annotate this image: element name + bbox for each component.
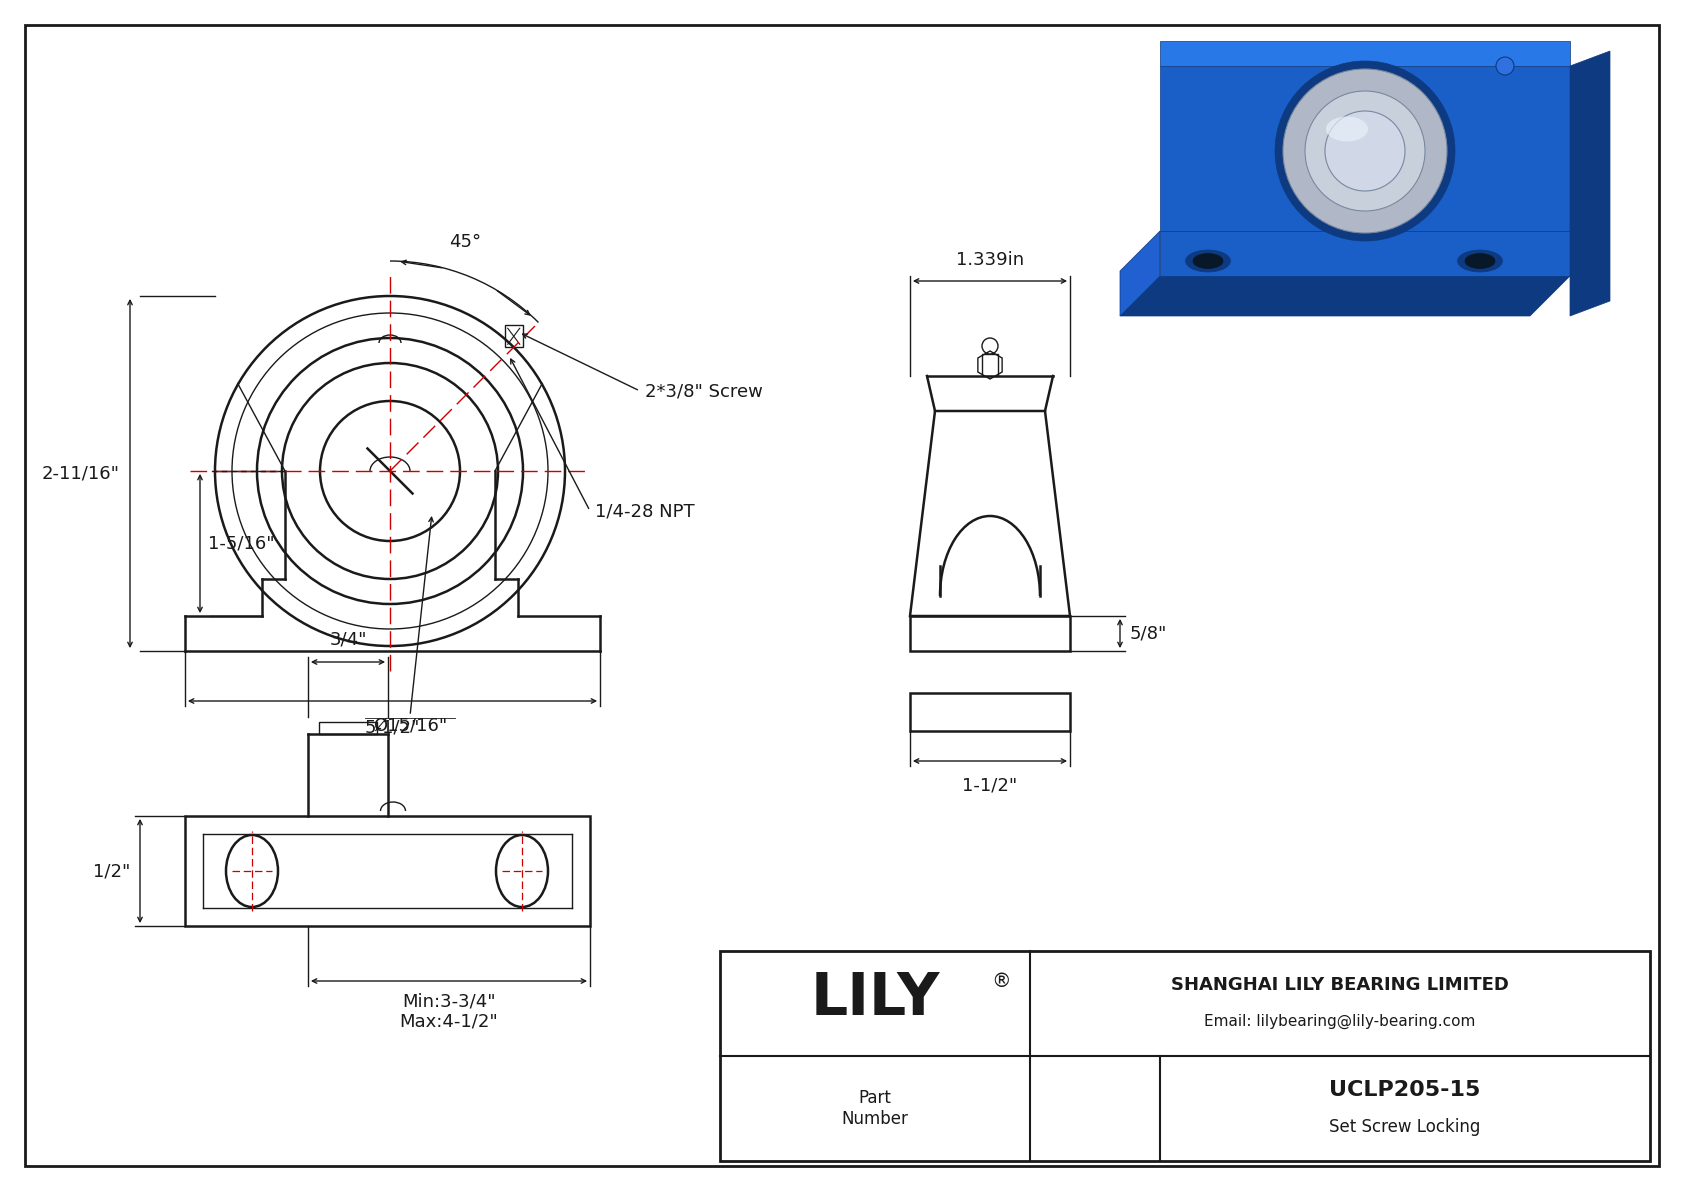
Text: SHANGHAI LILY BEARING LIMITED: SHANGHAI LILY BEARING LIMITED xyxy=(1170,977,1509,994)
Text: 1-1/2": 1-1/2" xyxy=(962,777,1017,794)
Text: 1/4-28 NPT: 1/4-28 NPT xyxy=(594,501,694,520)
Polygon shape xyxy=(1160,66,1569,231)
Text: Set Screw Locking: Set Screw Locking xyxy=(1329,1117,1480,1135)
Ellipse shape xyxy=(1457,250,1502,272)
Text: 45°: 45° xyxy=(448,232,482,250)
Bar xyxy=(982,354,999,376)
Text: 1.339in: 1.339in xyxy=(957,251,1024,269)
Text: Ø15/16": Ø15/16" xyxy=(372,716,448,734)
Circle shape xyxy=(1283,69,1447,233)
Text: 5-1/2": 5-1/2" xyxy=(365,719,421,737)
Circle shape xyxy=(1325,111,1404,191)
Polygon shape xyxy=(1120,276,1569,316)
Text: 2*3/8" Screw: 2*3/8" Screw xyxy=(645,382,763,400)
Bar xyxy=(909,616,1069,651)
Ellipse shape xyxy=(1192,254,1223,268)
Ellipse shape xyxy=(1465,254,1495,268)
Polygon shape xyxy=(1120,231,1160,316)
Bar xyxy=(721,950,1650,1161)
Text: ®: ® xyxy=(992,972,1010,991)
Polygon shape xyxy=(1160,40,1569,66)
Text: 2-11/16": 2-11/16" xyxy=(42,464,120,482)
Circle shape xyxy=(1305,91,1425,211)
Text: UCLP205-15: UCLP205-15 xyxy=(1329,1080,1480,1100)
Circle shape xyxy=(1495,57,1514,75)
Text: Min:3-3/4": Min:3-3/4" xyxy=(402,993,495,1011)
Bar xyxy=(185,816,589,925)
Polygon shape xyxy=(1569,51,1610,316)
Text: 1-5/16": 1-5/16" xyxy=(209,535,274,553)
Text: Max:4-1/2": Max:4-1/2" xyxy=(399,1014,498,1031)
Text: 5/8": 5/8" xyxy=(1130,624,1167,642)
Text: Part
Number: Part Number xyxy=(842,1089,908,1128)
Text: 3/4": 3/4" xyxy=(330,630,367,648)
Polygon shape xyxy=(1160,231,1569,276)
Text: 1/2": 1/2" xyxy=(93,862,130,880)
Ellipse shape xyxy=(1186,250,1231,272)
Circle shape xyxy=(1275,61,1455,241)
Ellipse shape xyxy=(1325,117,1367,142)
Bar xyxy=(909,693,1069,731)
Text: LILY: LILY xyxy=(810,969,940,1027)
Bar xyxy=(318,722,377,734)
Text: Email: lilybearing@lily-bearing.com: Email: lilybearing@lily-bearing.com xyxy=(1204,1014,1475,1029)
